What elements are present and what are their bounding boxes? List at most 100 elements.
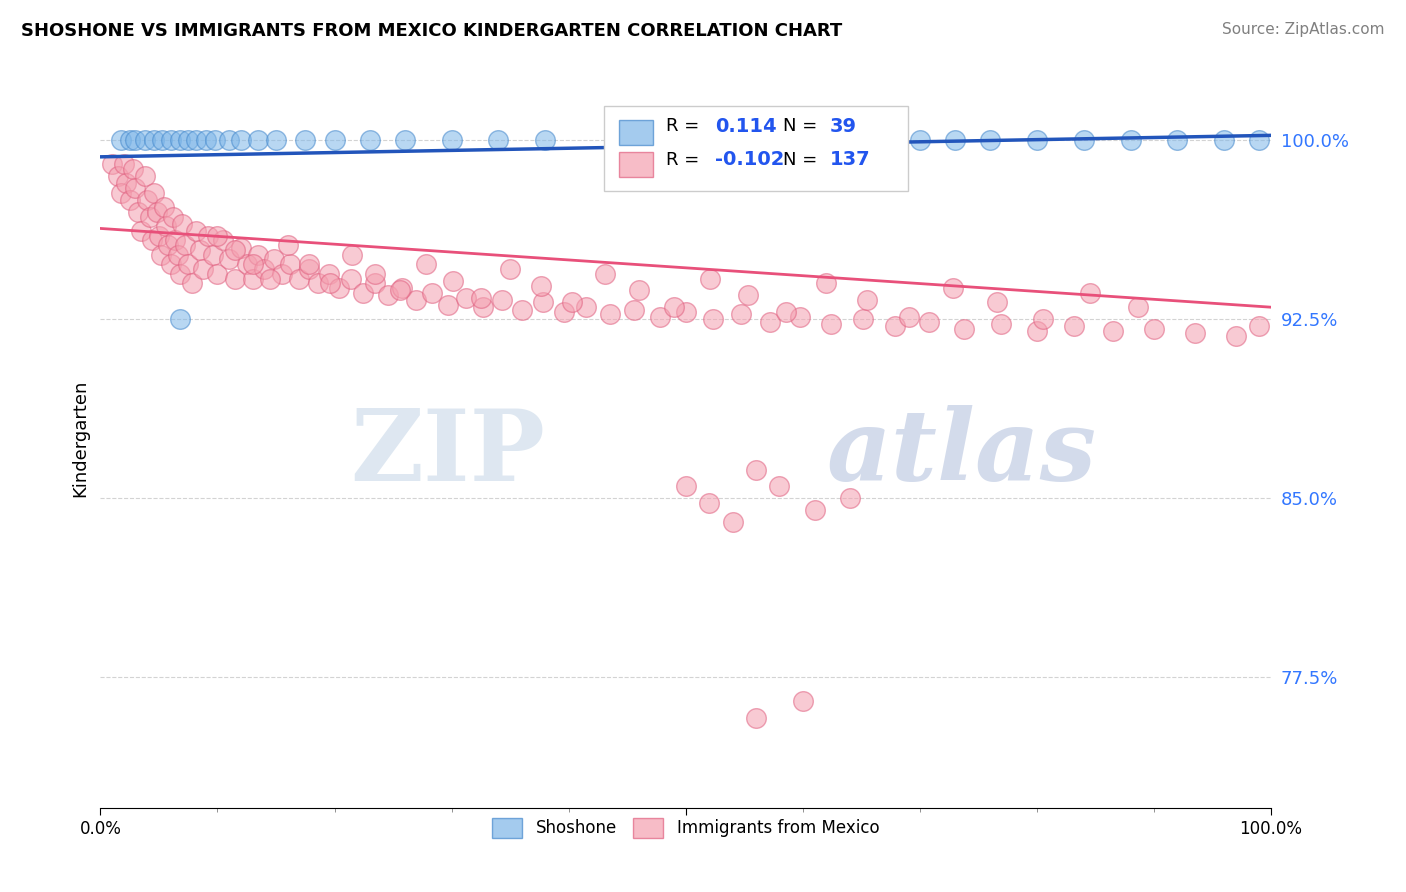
FancyBboxPatch shape: [603, 105, 908, 191]
Point: [702, 312, 724, 326]
Point: [136, 193, 159, 207]
Point: [1073, 133, 1095, 147]
Point: [856, 293, 879, 307]
Point: [340, 248, 363, 262]
Point: [352, 285, 374, 300]
Point: [115, 176, 138, 190]
Point: [405, 293, 427, 307]
Point: [730, 307, 752, 321]
Point: [675, 305, 697, 319]
Point: [942, 281, 965, 295]
Point: [247, 248, 270, 262]
Point: [359, 133, 381, 147]
Point: [531, 295, 554, 310]
Point: [364, 267, 387, 281]
Point: [143, 133, 166, 147]
Point: [124, 181, 146, 195]
Point: [605, 133, 627, 147]
Text: atlas: atlas: [827, 405, 1097, 501]
Point: [177, 133, 200, 147]
Point: [953, 321, 976, 335]
Point: [838, 133, 860, 147]
Point: [110, 186, 132, 200]
Point: [898, 310, 921, 324]
Point: [253, 262, 276, 277]
Point: [229, 133, 252, 147]
Point: [792, 694, 814, 708]
Point: [651, 133, 673, 147]
Point: [188, 243, 211, 257]
Text: SHOSHONE VS IMMIGRANTS FROM MEXICO KINDERGARTEN CORRELATION CHART: SHOSHONE VS IMMIGRANTS FROM MEXICO KINDE…: [21, 22, 842, 40]
Point: [1026, 324, 1049, 338]
Point: [143, 186, 166, 200]
Point: [186, 133, 208, 147]
Text: Source: ZipAtlas.com: Source: ZipAtlas.com: [1222, 22, 1385, 37]
Point: [259, 271, 281, 285]
Point: [1063, 319, 1085, 334]
Point: [319, 277, 342, 291]
Point: [775, 305, 797, 319]
Point: [340, 271, 363, 285]
Legend: Shoshone, Immigrants from Mexico: Shoshone, Immigrants from Mexico: [485, 811, 886, 845]
Point: [235, 257, 257, 271]
Point: [553, 305, 575, 319]
Point: [138, 210, 160, 224]
Point: [152, 200, 174, 214]
Point: [675, 479, 697, 493]
Point: [470, 291, 492, 305]
Point: [247, 133, 270, 147]
Text: 39: 39: [830, 117, 856, 136]
Text: R =: R =: [666, 117, 699, 136]
Point: [294, 133, 316, 147]
Point: [169, 312, 191, 326]
Point: [440, 133, 463, 147]
Point: [204, 133, 226, 147]
Point: [1078, 285, 1101, 300]
Point: [364, 277, 387, 291]
Point: [157, 238, 180, 252]
Point: [101, 157, 124, 171]
Point: [623, 302, 645, 317]
Point: [169, 133, 191, 147]
Text: N =: N =: [783, 151, 817, 169]
Point: [110, 133, 132, 147]
Point: [803, 503, 825, 517]
Point: [112, 157, 135, 171]
Y-axis label: Kindergarten: Kindergarten: [72, 380, 89, 497]
Point: [745, 462, 768, 476]
Point: [298, 262, 321, 277]
Point: [1143, 321, 1166, 335]
Point: [986, 295, 1008, 310]
Point: [648, 310, 671, 324]
Point: [943, 133, 966, 147]
Point: [277, 238, 299, 252]
Point: [193, 262, 215, 277]
Point: [768, 479, 790, 493]
Point: [838, 491, 860, 505]
Point: [180, 277, 202, 291]
Point: [1126, 300, 1149, 314]
Point: [134, 169, 156, 183]
Point: [218, 133, 240, 147]
Point: [454, 291, 477, 305]
Point: [201, 248, 224, 262]
Point: [328, 281, 350, 295]
Point: [270, 267, 292, 281]
Point: [789, 310, 811, 324]
Text: ZIP: ZIP: [350, 405, 546, 502]
Point: [389, 284, 412, 298]
Point: [721, 515, 744, 529]
Point: [377, 288, 399, 302]
Point: [759, 314, 782, 328]
Point: [118, 133, 141, 147]
Point: [1026, 133, 1049, 147]
Point: [1249, 133, 1271, 147]
Point: [415, 257, 437, 271]
Point: [561, 295, 583, 310]
Point: [599, 307, 621, 321]
Point: [918, 314, 941, 328]
Point: [169, 267, 191, 281]
Point: [224, 271, 246, 285]
Point: [127, 204, 149, 219]
Point: [1249, 319, 1271, 334]
